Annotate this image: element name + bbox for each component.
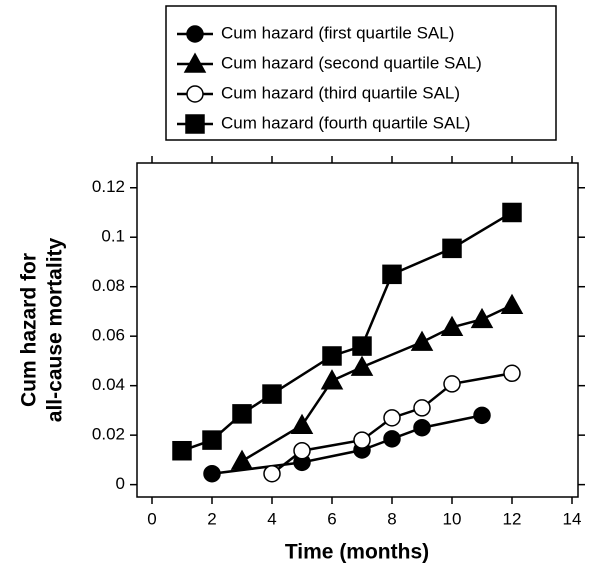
marker (383, 430, 401, 448)
marker (443, 375, 461, 393)
marker (440, 315, 464, 337)
legend-marker (186, 85, 204, 103)
marker (413, 418, 431, 437)
x-tick-label: 6 (327, 509, 336, 528)
legend-marker (185, 114, 205, 134)
marker (353, 431, 371, 449)
y-tick-label: 0.08 (92, 276, 125, 295)
series-line (241, 304, 513, 463)
marker (382, 264, 402, 285)
marker (172, 440, 192, 461)
marker (262, 384, 282, 404)
y-tick-label: 0.1 (101, 227, 125, 246)
y-tick-label: 0.04 (92, 375, 125, 394)
x-tick-label: 12 (503, 509, 522, 528)
marker (320, 369, 344, 390)
legend-marker (186, 25, 204, 43)
marker (470, 307, 494, 329)
marker (202, 430, 222, 450)
y-tick-label: 0.12 (92, 177, 125, 196)
marker (350, 355, 374, 376)
legend-label: Cum hazard (second quartile SAL) (221, 53, 482, 72)
marker (383, 409, 401, 427)
legend-label: Cum hazard (fourth quartile SAL) (221, 113, 470, 132)
y-tick-label: 0.06 (92, 326, 125, 345)
marker (232, 404, 252, 424)
y-tick-label: 0.02 (92, 425, 125, 444)
series-line (211, 414, 483, 475)
legend-marker (183, 52, 207, 73)
marker (502, 202, 522, 223)
marker (322, 346, 342, 366)
marker (500, 293, 524, 315)
x-tick-label: 4 (267, 509, 276, 528)
x-tick-label: 0 (147, 509, 156, 528)
y-axis-label: Cum hazard for (18, 253, 41, 407)
marker (263, 464, 281, 483)
y-axis-label: all-cause mortality (44, 237, 67, 422)
marker (413, 399, 431, 417)
marker (203, 464, 221, 483)
marker (473, 406, 491, 425)
plot-frame (136, 162, 579, 498)
x-axis-label: Time (months) (285, 541, 429, 564)
series-line (181, 211, 513, 452)
marker (442, 238, 462, 259)
marker (503, 364, 521, 383)
marker (352, 336, 372, 356)
x-tick-label: 14 (563, 509, 582, 528)
marker (230, 449, 254, 470)
x-tick-label: 2 (207, 509, 216, 528)
legend-label: Cum hazard (first quartile SAL) (221, 23, 454, 42)
legend-box (165, 5, 557, 141)
marker (410, 330, 434, 351)
marker (290, 413, 314, 435)
y-tick-label: 0 (116, 474, 125, 493)
x-tick-label: 10 (443, 509, 462, 528)
legend-label: Cum hazard (third quartile SAL) (221, 83, 460, 102)
x-tick-label: 8 (387, 509, 396, 528)
marker (293, 441, 311, 460)
